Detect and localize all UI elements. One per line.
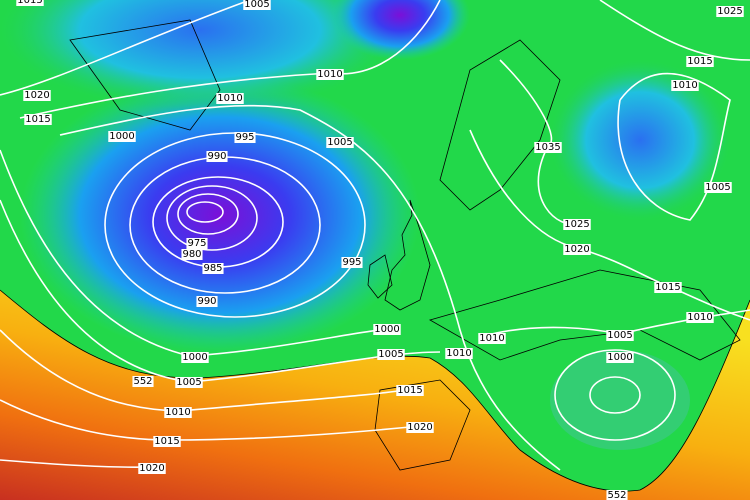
isobar-label: 1015 [25,114,50,125]
label-box [153,436,181,447]
label-box [478,333,506,344]
isobar-label: 1020 [564,244,589,255]
isobar-label: 1005 [607,330,632,341]
isobar-label: 1000 [607,352,632,363]
isobar-label: 1005 [705,182,730,193]
isobar-label: 1035 [535,142,560,153]
label-box [534,142,562,153]
isobar-label: 1005 [327,137,352,148]
label-box [563,244,591,255]
isobar-label: 990 [207,151,226,162]
isobar-label: 1020 [139,463,164,474]
label-box [108,131,136,142]
label-box [196,296,218,307]
isobar-label: 1015 [17,0,42,6]
isobar-label: 1000 [109,131,134,142]
label-box [243,0,271,10]
isobar-label: 1020 [407,422,432,433]
label-box [138,463,166,474]
label-box [671,80,699,91]
isobar-label: 1010 [317,69,342,80]
isobar-label: 1025 [717,6,742,17]
label-box [341,257,363,268]
label-box [16,0,44,6]
label-box [164,407,192,418]
label-box [563,219,591,230]
label-box [216,93,244,104]
label-box [606,490,628,500]
low-pressure [550,60,730,220]
label-box [704,182,732,193]
isobar-label: 995 [342,257,361,268]
label-box [373,324,401,335]
label-box [186,238,208,249]
isobar-label: 1010 [479,333,504,344]
label-box [316,69,344,80]
isobar-label: 1010 [165,407,190,418]
isobar-label: 1025 [564,219,589,230]
thickness-label: 552 [607,490,626,500]
label-box [686,56,714,67]
isobar-label: 980 [182,249,201,260]
low-pressure [550,350,690,450]
label-box [23,90,51,101]
label-box [716,6,744,17]
isobar-label: 1010 [217,93,242,104]
label-box [606,352,634,363]
isobar-label: 1010 [446,348,471,359]
label-box [132,376,154,387]
isobar-label: 1000 [374,324,399,335]
isobar-label: 990 [197,296,216,307]
isobar-label: 995 [235,132,254,143]
isobar-label: 985 [203,263,222,274]
isobar-label: 1015 [655,282,680,293]
label-box [202,263,224,274]
thickness-line [0,289,750,492]
label-box [24,114,52,125]
low-pressure [330,0,470,60]
label-box [377,349,405,360]
label-box [175,377,203,388]
isobar-label: 1010 [687,312,712,323]
isobar-label: 1015 [687,56,712,67]
label-box [686,312,714,323]
label-box [396,385,424,396]
isobar-label: 1015 [154,436,179,447]
isobar-label: 1005 [176,377,201,388]
low-pressure [20,75,420,355]
label-box [181,249,203,260]
label-box [445,348,473,359]
isobar-label: 1015 [397,385,422,396]
label-box [654,282,682,293]
isobar-labels: 1015 1005 1025 1015 1010 1010 1020 1015 … [16,0,744,500]
isobar-label: 1005 [244,0,269,10]
label-box [181,352,209,363]
label-box [326,137,354,148]
label-box [406,422,434,433]
warm-area [0,290,750,500]
isobar-label: 975 [187,238,206,249]
isobar-label: 1005 [378,349,403,360]
isobar-label: 1000 [182,352,207,363]
label-box [206,151,228,162]
isobar-label: 1010 [672,80,697,91]
label-box [606,330,634,341]
label-box [234,132,256,143]
isobar-label: 1020 [24,90,49,101]
thickness-label: 552 [133,376,152,387]
